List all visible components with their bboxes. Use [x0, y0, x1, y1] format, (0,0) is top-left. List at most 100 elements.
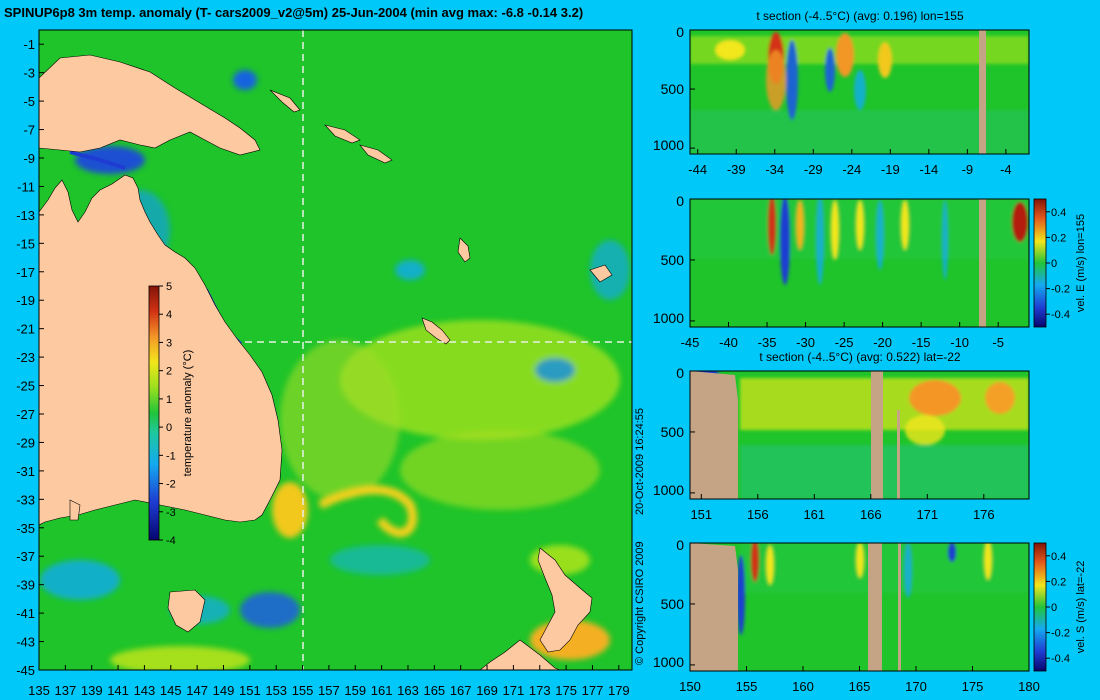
panel-1-cool-anomaly — [854, 70, 866, 110]
panel-1-x-tick-label: -29 — [804, 162, 823, 177]
tasmania — [167, 589, 206, 633]
map-y-tick-label: -37 — [16, 549, 35, 564]
map-colorbar-label: temperature anomaly (°C) — [182, 350, 194, 477]
panel-4-x-tick-label: 165 — [849, 679, 871, 694]
panel-3-y-tick-label: 0 — [676, 365, 684, 381]
map-y-tick-label: -33 — [16, 492, 35, 507]
new-caledonia — [421, 317, 451, 345]
panel-2-east-flow — [768, 199, 776, 255]
panel-4-x-tick-label: 160 — [792, 679, 814, 694]
panel-4-colorbar-tick-label: 0 — [1051, 602, 1057, 614]
panel-1-warm-anomaly — [836, 33, 854, 77]
panel-2-west-flow — [942, 200, 948, 280]
panel-2-west-flow — [876, 200, 884, 270]
panel-3-land — [690, 371, 738, 499]
map-y-tick-label: -13 — [16, 208, 35, 223]
solomon-islands — [324, 124, 361, 144]
panel-3-warm-anomaly — [909, 380, 961, 416]
map-x-tick-label: 159 — [344, 683, 366, 698]
map-colorbar: 5 4 3 2 1 0 -1 -2 -3 -4 temperature anomaly (°C) — [148, 281, 194, 547]
map-y-tick-label: -21 — [16, 322, 35, 337]
panel-4-colorbar-label: vel. S (m/s) lat=-22 — [1075, 561, 1087, 654]
panel-2-colorbar-tick-label: 0.4 — [1051, 207, 1066, 219]
anomaly-cool-patch — [75, 146, 145, 174]
panel-1-y-tick-label: 1000 — [653, 137, 684, 153]
panel-2-colorbar-tick-label: 0.2 — [1051, 232, 1066, 244]
panel-1-mixed-layer — [690, 36, 1029, 64]
map-x-tick-label: 179 — [608, 683, 630, 698]
panel-2: vel. E (m/s) lon=155 -45 -40 -35 -30 -25 -20 -… — [653, 193, 1087, 350]
map-y-tick-label: -17 — [16, 265, 35, 280]
coastal-cool-band — [69, 150, 126, 170]
map-colorbar-tick-label: 4 — [166, 309, 172, 321]
vanuatu — [457, 237, 471, 263]
panel-4-x-tick-label: 170 — [905, 679, 927, 694]
panel-3-x-tick-label: 166 — [860, 507, 882, 522]
map-colorbar-tick-label: -4 — [166, 535, 176, 547]
map-y-tick-label: -45 — [16, 663, 35, 678]
anomaly-cool-patch — [40, 560, 120, 600]
copyright-label: © Copyright CSIRO 2009 — [634, 541, 646, 665]
panel-2-x-tick-label: -15 — [912, 335, 931, 350]
map-x-tick-label: 169 — [476, 683, 498, 698]
new-zealand-north — [537, 547, 593, 653]
panel-1-frame — [689, 29, 1030, 155]
map-y-tick-label: -9 — [23, 151, 35, 166]
panel-1-y-tick-label: 0 — [676, 24, 684, 40]
panel-2-x-tick-label: -10 — [950, 335, 969, 350]
panel-3-warm-anomaly — [905, 415, 945, 445]
map-colorbar-tick-label: -1 — [166, 450, 176, 462]
panel-2-y-tick-label: 500 — [661, 252, 685, 268]
map-frame — [38, 29, 633, 671]
map-y-tick-label: -15 — [16, 236, 35, 251]
panel-3-y-tick-label: 1000 — [653, 482, 684, 498]
panel-3: t section (-4..5°C) (avg: 0.522) lat=-22… — [653, 350, 1030, 522]
map-y-tick-label: -43 — [16, 635, 35, 650]
panel-4-x-tick-label: 155 — [736, 679, 758, 694]
map-x-tick-label: 155 — [292, 683, 314, 698]
panel-2-x-tick-label: -5 — [992, 335, 1004, 350]
anomaly-warm-patch — [110, 646, 250, 670]
panel-2-colorbar-tick-label: -0.4 — [1051, 309, 1070, 321]
map-y-tick-label: -19 — [16, 293, 35, 308]
panel-4-south-flow — [766, 545, 774, 585]
map-x-tick-label: 175 — [555, 683, 577, 698]
map-y-tick-label: -7 — [23, 123, 35, 138]
new-zealand-south — [479, 639, 561, 670]
panel-1-land — [979, 30, 986, 154]
map-y-tick-label: -31 — [16, 464, 35, 479]
map-x-tick-label: 161 — [371, 683, 393, 698]
panel-1-x-tick-label: -19 — [881, 162, 900, 177]
map-x-tick-label: 141 — [107, 683, 129, 698]
panel-1-warm-anomaly — [766, 50, 786, 110]
panel-1-x-tick-label: -39 — [727, 162, 746, 177]
panel-4-land — [868, 543, 882, 671]
panel-4-y-tick-label: 500 — [661, 596, 685, 612]
panel-4-north-flow — [737, 555, 745, 635]
map-x-axis: 135 137 139 141 143 145 147 149 151 153 155 157 159 1… — [28, 665, 630, 698]
panel-4-south-flow — [751, 543, 759, 582]
map-y-tick-label: -1 — [23, 37, 35, 52]
map-y-tick-label: -39 — [16, 578, 35, 593]
panel-2-y-tick-label: 0 — [676, 193, 684, 209]
map-x-tick-label: 173 — [529, 683, 551, 698]
cape-york-island — [69, 499, 81, 521]
panel-4-y-tick-label: 0 — [676, 537, 684, 553]
panel-1-x-tick-label: -34 — [765, 162, 784, 177]
panel-3-x-tick-label: 161 — [803, 507, 825, 522]
panel-4-south-flow — [984, 543, 992, 580]
map-x-tick-label: 171 — [503, 683, 525, 698]
anomaly-warm-patch — [280, 340, 400, 500]
panel-2-east-flow — [856, 200, 864, 250]
anomaly-cool-patch — [590, 240, 630, 300]
panel-2-colorbar — [1033, 198, 1047, 328]
panel-2-x-tick-label: -25 — [835, 335, 854, 350]
panel-3-title: t section (-4..5°C) (avg: 0.522) lat=-22 — [759, 350, 961, 364]
panel-2-west-flow — [816, 199, 824, 285]
anomaly-warm-patch — [400, 430, 600, 510]
timestamp-label: 20-Oct-2009 16:24:55 — [634, 408, 646, 515]
anomaly-warm-filament — [317, 485, 418, 538]
panel-3-land — [871, 371, 883, 499]
map-x-tick-label: 135 — [28, 683, 50, 698]
